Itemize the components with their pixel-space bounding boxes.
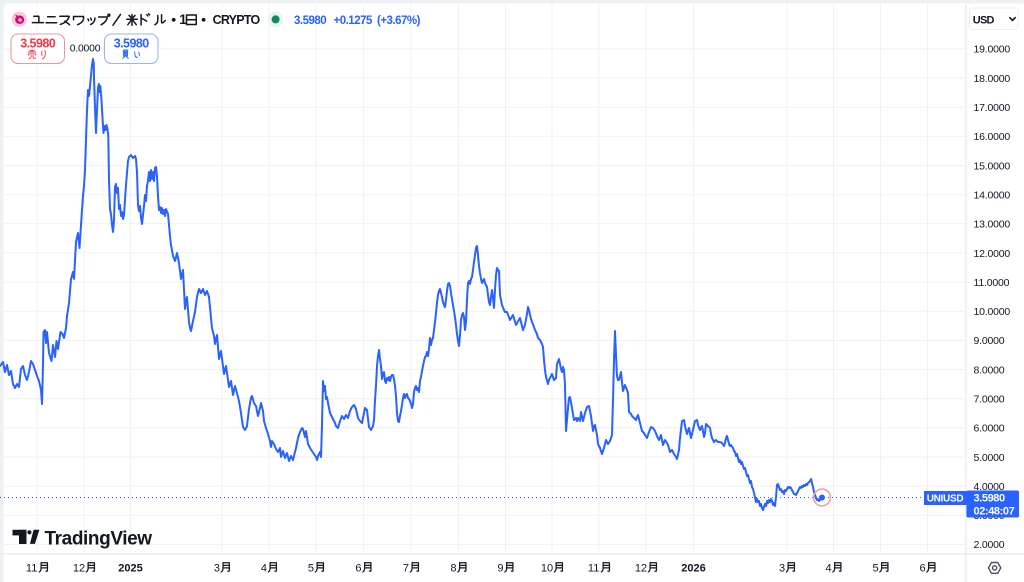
svg-text:3.5980: 3.5980	[20, 37, 56, 51]
svg-text:10.0000: 10.0000	[974, 306, 1011, 318]
svg-text:4: 4	[826, 563, 832, 575]
svg-text:11: 11	[588, 563, 599, 575]
svg-text:3.5980: 3.5980	[294, 15, 326, 27]
svg-text:9.0000: 9.0000	[974, 335, 1005, 347]
svg-text:+0.1275: +0.1275	[334, 15, 373, 27]
svg-text:3: 3	[779, 563, 785, 575]
svg-text:(+3.67%): (+3.67%)	[377, 15, 421, 27]
svg-text:8.0000: 8.0000	[974, 364, 1005, 376]
svg-text:16.0000: 16.0000	[974, 131, 1011, 143]
svg-text:11.0000: 11.0000	[974, 277, 1010, 289]
svg-text:02:48:07: 02:48:07	[974, 506, 1015, 518]
svg-text:1: 1	[179, 12, 187, 27]
svg-text:4: 4	[261, 563, 267, 575]
svg-text:2.0000: 2.0000	[974, 539, 1005, 551]
svg-text:7: 7	[403, 563, 409, 575]
svg-text:12: 12	[635, 563, 647, 575]
svg-text:8: 8	[450, 563, 456, 575]
svg-text:12: 12	[73, 563, 85, 575]
svg-text:3.5980: 3.5980	[974, 493, 1006, 505]
svg-text:10: 10	[541, 563, 553, 575]
svg-text:3.5980: 3.5980	[114, 37, 150, 51]
svg-text:17.0000: 17.0000	[974, 102, 1011, 114]
svg-text:5: 5	[308, 563, 314, 575]
svg-text:CRYPTO: CRYPTO	[213, 13, 261, 27]
svg-text:UNIUSD: UNIUSD	[927, 493, 964, 504]
svg-text:0.0000: 0.0000	[70, 44, 101, 55]
svg-text:9: 9	[497, 563, 503, 575]
svg-text:3: 3	[214, 563, 220, 575]
svg-text:6.0000: 6.0000	[974, 423, 1005, 435]
svg-text:4.0000: 4.0000	[974, 481, 1005, 493]
svg-text:6: 6	[355, 563, 361, 575]
svg-text:2026: 2026	[681, 563, 705, 575]
svg-text:5.0000: 5.0000	[974, 452, 1005, 464]
svg-text:19.0000: 19.0000	[974, 44, 1011, 56]
svg-text:14.0000: 14.0000	[974, 190, 1011, 202]
svg-text:5: 5	[873, 563, 879, 575]
svg-text:13.0000: 13.0000	[974, 219, 1011, 231]
svg-text:USD: USD	[973, 14, 995, 26]
svg-text:18.0000: 18.0000	[974, 73, 1011, 85]
svg-text:15.0000: 15.0000	[974, 160, 1011, 172]
svg-text:7.0000: 7.0000	[974, 394, 1005, 406]
svg-text:11: 11	[26, 563, 37, 575]
svg-text:TradingView: TradingView	[45, 529, 153, 550]
svg-text:6: 6	[920, 563, 926, 575]
svg-text:2025: 2025	[118, 563, 142, 575]
svg-text:12.0000: 12.0000	[974, 248, 1011, 260]
